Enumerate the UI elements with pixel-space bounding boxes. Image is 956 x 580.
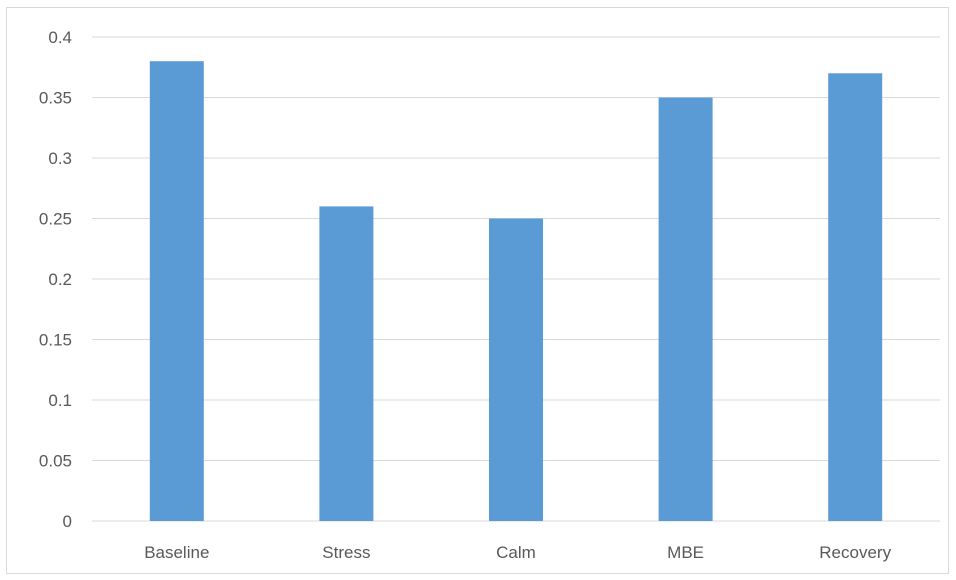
x-tick-label: Stress (322, 543, 370, 562)
y-tick-label: 0.25 (39, 210, 72, 229)
y-tick-label: 0 (63, 512, 72, 531)
x-tick-label: Calm (496, 543, 536, 562)
bar-recovery (828, 73, 883, 522)
bar-baseline (149, 61, 204, 521)
x-tick-label: Baseline (144, 543, 209, 562)
y-axis-ticks: 0 0.05 0.1 0.15 0.2 0.25 0.3 0.35 0.4 (39, 28, 72, 531)
bar-stress (319, 206, 374, 521)
bar-mbe (658, 97, 713, 521)
x-tick-label: Recovery (819, 543, 891, 562)
bar-calm (489, 218, 543, 521)
bars (149, 61, 883, 522)
y-tick-label: 0.4 (48, 28, 72, 47)
y-tick-label: 0.3 (48, 149, 72, 168)
y-tick-label: 0.1 (48, 391, 72, 410)
y-tick-label: 0.2 (48, 270, 72, 289)
y-tick-label: 0.35 (39, 89, 72, 108)
y-tick-label: 0.15 (39, 331, 72, 350)
y-tick-label: 0.05 (39, 452, 72, 471)
x-axis-ticks: Baseline Stress Calm MBE Recovery (144, 543, 891, 562)
x-tick-label: MBE (667, 543, 704, 562)
